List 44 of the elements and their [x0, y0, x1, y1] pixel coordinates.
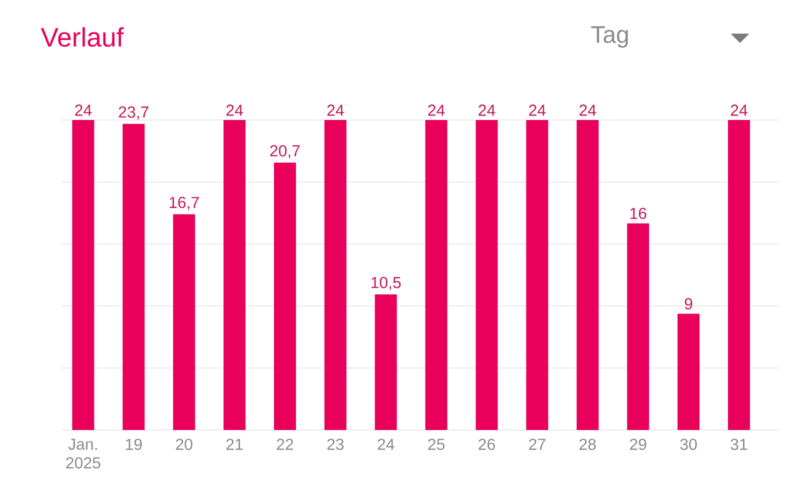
- bar: [627, 223, 650, 430]
- x-tick-label: 29: [630, 438, 646, 450]
- bar: [678, 314, 700, 430]
- bar: [728, 120, 750, 430]
- x-tick-label: 24: [378, 438, 394, 450]
- x-tick-label: 31: [730, 438, 748, 450]
- x-tick-label: 21: [226, 438, 243, 450]
- data-label: 24: [428, 104, 445, 116]
- data-label: 16: [630, 208, 646, 220]
- bar: [173, 214, 196, 430]
- data-label: 24: [580, 104, 596, 116]
- data-label: 24: [327, 104, 344, 116]
- bar: [122, 124, 145, 430]
- x-tick-label: 25: [428, 438, 445, 450]
- data-label: 24: [226, 104, 243, 116]
- x-tick-label: 23: [327, 438, 344, 450]
- bar: [576, 120, 599, 430]
- data-label: 24: [75, 104, 92, 116]
- bar: [274, 162, 296, 430]
- data-label: 24: [730, 104, 748, 116]
- x-tick-label: 19: [126, 438, 142, 450]
- x-tick-label: 22: [276, 438, 294, 450]
- data-label: 24: [478, 104, 496, 116]
- bar: [476, 120, 498, 430]
- chart-title: Verlauf: [40, 27, 124, 47]
- bar: [374, 294, 397, 430]
- data-label: 16,7: [170, 196, 199, 210]
- text: Tag: [591, 26, 628, 48]
- data-label: 9: [684, 298, 692, 310]
- data-label: 20,7: [270, 145, 300, 158]
- data-label: 24: [529, 104, 546, 116]
- data-label: 10,5: [372, 276, 401, 290]
- x-tick-label: 27: [529, 438, 546, 450]
- bar: [324, 120, 346, 430]
- x-tick-label: 30: [680, 438, 697, 450]
- x-tick-label: 20: [176, 438, 192, 450]
- x-tick-label: 26: [478, 438, 495, 450]
- bar: [526, 120, 548, 430]
- bar: [425, 120, 448, 430]
- x-tick-label: Jan. 2025: [66, 438, 100, 469]
- bar: [72, 120, 94, 430]
- x-tick-label: 28: [580, 438, 596, 450]
- data-label: 23,7: [118, 106, 148, 120]
- bar: [224, 120, 246, 430]
